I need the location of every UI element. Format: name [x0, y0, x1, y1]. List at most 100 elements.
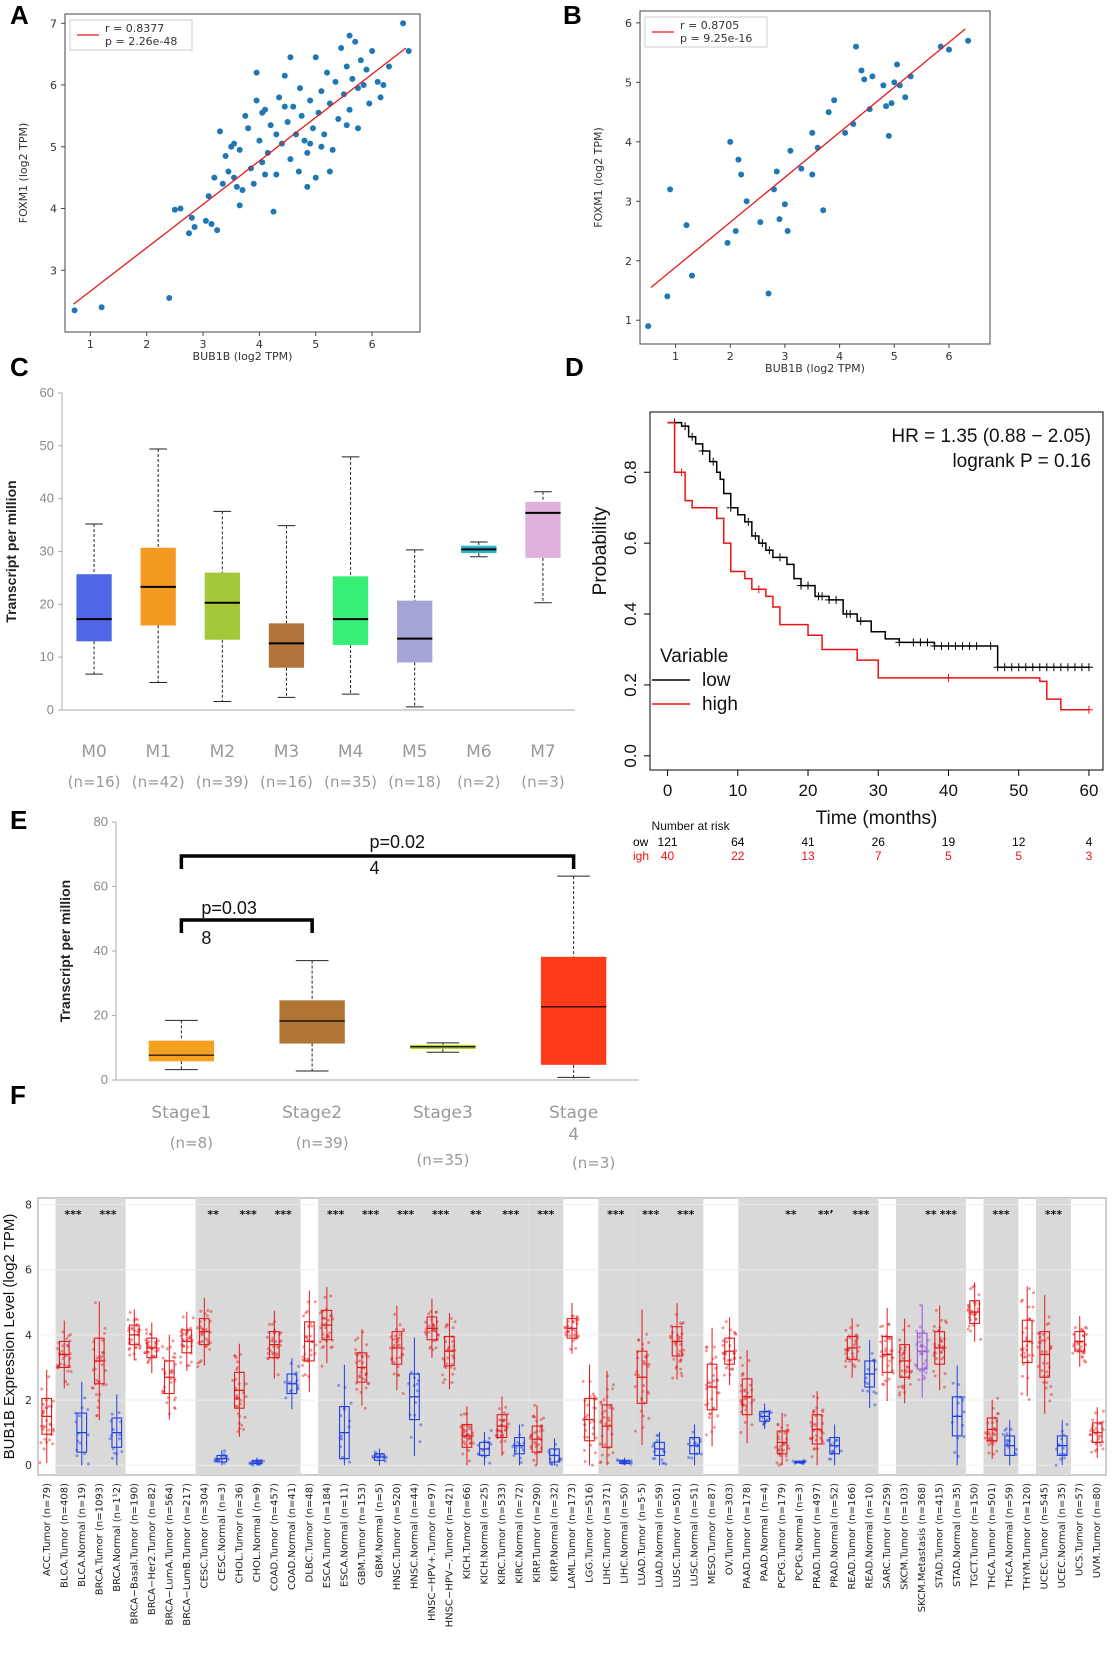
- expression-point: [128, 1310, 132, 1314]
- x-tick-label: 50: [1009, 781, 1028, 800]
- expression-point: [86, 1433, 90, 1437]
- expression-point: [487, 1436, 491, 1440]
- expression-point: [161, 1356, 165, 1360]
- expression-point: [187, 1364, 191, 1368]
- x-tick-label: 1: [87, 338, 94, 351]
- expression-point: [655, 1433, 659, 1437]
- censor-mark-low: [818, 592, 827, 601]
- expression-point: [830, 1450, 834, 1454]
- expression-point: [56, 1347, 60, 1351]
- scatter-point: [281, 103, 288, 110]
- scatter-point: [236, 202, 243, 209]
- expression-point: [156, 1349, 160, 1353]
- expression-point: [1021, 1362, 1025, 1366]
- expression-point: [396, 1339, 400, 1343]
- expression-point: [235, 1396, 239, 1400]
- expression-point: [69, 1332, 73, 1336]
- expression-point: [51, 1427, 55, 1431]
- expression-point: [266, 1351, 270, 1355]
- significance-stars: ***: [362, 1208, 380, 1221]
- expression-point: [147, 1340, 151, 1344]
- expression-point: [232, 1354, 236, 1358]
- expression-point: [67, 1334, 71, 1338]
- expression-point: [392, 1372, 396, 1376]
- y-tick-label: 0.2: [621, 673, 640, 697]
- x-tick-label: 2: [143, 338, 150, 351]
- expression-point: [108, 1437, 112, 1441]
- shaded-group-band: [55, 1198, 91, 1475]
- expression-point: [1089, 1450, 1093, 1454]
- expression-point: [573, 1329, 577, 1333]
- expression-point: [739, 1430, 743, 1434]
- expression-point: [326, 1334, 330, 1338]
- expression-point: [1040, 1369, 1044, 1373]
- expression-point: [1063, 1456, 1067, 1460]
- expression-point: [461, 1452, 465, 1456]
- censor-mark-low: [698, 446, 707, 455]
- expression-point: [918, 1369, 922, 1373]
- expression-point: [866, 1367, 870, 1371]
- expression-point: [784, 1454, 788, 1458]
- category-label: READ.Normal (n=10): [865, 1483, 876, 1589]
- expression-point: [1045, 1322, 1049, 1326]
- expression-point: [134, 1346, 138, 1350]
- category-label: DLBC.Tumor (n=48): [304, 1483, 315, 1583]
- expression-point: [901, 1384, 905, 1388]
- category-label: THCA.Tumor (n=501): [987, 1483, 998, 1590]
- category-label: PRAD.Tumor (n=497): [812, 1483, 823, 1589]
- expression-point: [829, 1457, 833, 1461]
- expression-point: [95, 1414, 99, 1418]
- expression-point: [397, 1336, 401, 1340]
- scatter-point: [264, 149, 271, 156]
- expression-point: [367, 1381, 371, 1385]
- expression-point: [467, 1448, 471, 1452]
- expression-point: [503, 1428, 507, 1432]
- censor-mark-low: [775, 553, 784, 562]
- expression-point: [808, 1436, 812, 1440]
- expression-point: [905, 1365, 909, 1369]
- expression-point: [65, 1337, 69, 1341]
- expression-point: [366, 1382, 370, 1386]
- scatter-point: [902, 94, 909, 101]
- expression-point: [1040, 1338, 1044, 1342]
- category-label: UVM.Tumor (n=80): [1092, 1483, 1103, 1578]
- expression-point: [607, 1419, 611, 1423]
- shaded-group-band: [895, 1198, 931, 1475]
- scatter-point: [894, 61, 901, 68]
- category-label: M3: [274, 742, 299, 762]
- expression-point: [262, 1459, 266, 1463]
- expression-point: [319, 1311, 323, 1315]
- expression-point: [432, 1323, 436, 1327]
- expression-point: [848, 1326, 852, 1330]
- risk-count: 19: [942, 835, 956, 849]
- expression-point: [992, 1452, 996, 1456]
- regression-line: [73, 47, 407, 305]
- expression-point: [459, 1413, 463, 1417]
- expression-point: [677, 1338, 681, 1342]
- expression-point: [427, 1324, 431, 1328]
- scatter-point: [888, 100, 895, 107]
- expression-point: [853, 1338, 857, 1342]
- expression-point: [462, 1412, 466, 1416]
- expression-point: [1045, 1381, 1049, 1385]
- category-label: M5: [402, 742, 427, 762]
- scatter-point: [335, 115, 342, 122]
- expression-point: [519, 1446, 523, 1450]
- scatter-point: [891, 79, 898, 86]
- expression-point: [152, 1354, 156, 1358]
- expression-point: [533, 1442, 537, 1446]
- sample-size-label: (n=8): [170, 1134, 213, 1152]
- category-label: PAAD.Normal (n=4): [760, 1483, 771, 1582]
- expression-point: [507, 1422, 511, 1426]
- expression-point: [48, 1422, 52, 1426]
- expression-point: [943, 1372, 947, 1376]
- expression-point: [1027, 1305, 1031, 1309]
- censor-mark-low: [965, 641, 974, 650]
- category-label: THCA.Normal (n=59): [1005, 1483, 1016, 1589]
- expression-point: [704, 1349, 708, 1353]
- expression-point: [95, 1413, 99, 1417]
- expression-point: [41, 1402, 45, 1406]
- legend-title: Variable: [660, 646, 728, 667]
- expression-point: [660, 1458, 664, 1462]
- expression-point: [157, 1346, 161, 1350]
